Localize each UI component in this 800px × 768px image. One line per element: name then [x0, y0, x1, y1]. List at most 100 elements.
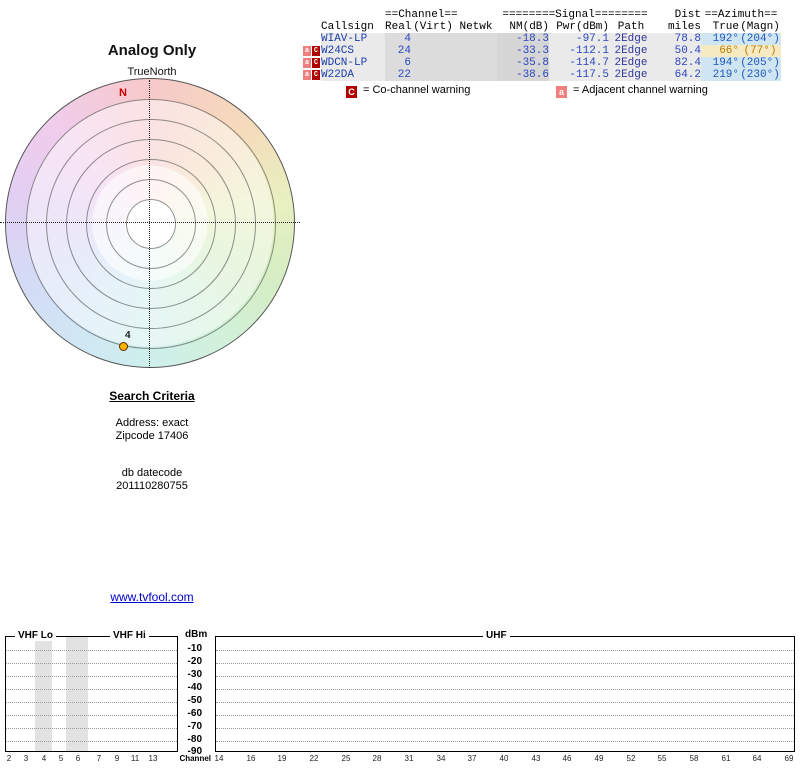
vhf-chart-box: VHF Lo VHF Hi: [5, 630, 178, 752]
table-row: WIAV-LP 4 -18.3 -97.1 2Edge 78.8 192° (2…: [303, 33, 781, 45]
power-cell: -97.1: [549, 33, 609, 45]
magnetic-azimuth-cell: (77°): [739, 45, 781, 57]
real-channel-header: Real: [385, 21, 412, 33]
channel-tick-label: 64: [752, 754, 762, 763]
channel-tick-label: 16: [246, 754, 256, 763]
channel-tick-label: 6: [75, 754, 81, 763]
dbm-tick-label: -30: [187, 669, 202, 680]
polar-ring: [46, 119, 256, 329]
miles-cell: 64.2: [653, 69, 701, 81]
crosshair-horizontal-line: [0, 222, 300, 223]
uhf-band-label: UHF: [483, 630, 510, 641]
virtual-channel-cell: [411, 69, 455, 81]
virtual-channel-cell: [411, 45, 455, 57]
magnetic-azimuth-cell: (204°): [739, 33, 781, 45]
co-channel-warning-icon: C: [312, 46, 320, 56]
true-azimuth-cell: 219°: [701, 69, 739, 81]
callsign-cell: WIAV-LP: [321, 33, 385, 45]
gridline: [6, 663, 177, 664]
adjacent-channel-warning-icon: a: [303, 46, 311, 56]
channel-axis-label: Channel: [179, 754, 211, 763]
signal-group-header: ========Signal========: [502, 9, 648, 21]
true-azimuth-cell: 192°: [701, 33, 739, 45]
gridline: [216, 676, 794, 677]
channel-tick-label: 61: [721, 754, 731, 763]
search-address: Address: exact: [115, 417, 189, 429]
dbm-tick-label: -90: [187, 746, 202, 757]
station-marker-channel-label: 4: [125, 330, 131, 341]
miles-cell: 50.4: [653, 45, 701, 57]
miles-cell: 78.8: [653, 33, 701, 45]
signal-table: ==Channel== ========Signal======== Dist …: [303, 9, 781, 81]
legend-co-channel: C = Co-channel warning: [346, 84, 470, 98]
polar-ring: [66, 139, 236, 309]
vhf-lo-band-label: VHF Lo: [15, 630, 56, 641]
gridline: [216, 702, 794, 703]
channel-tick-label: 31: [404, 754, 414, 763]
dbm-tick-label: -80: [187, 734, 202, 745]
network-header: Netwk: [459, 21, 493, 33]
virtual-channel-cell: [411, 57, 455, 69]
legend-adjacent-channel: a = Adjacent channel warning: [556, 84, 708, 98]
channel-tick-label: 22: [309, 754, 319, 763]
azimuth-group-header: ==Azimuth==: [704, 9, 778, 21]
network-cell: [455, 45, 497, 57]
channel-group-header: ==Channel==: [385, 9, 458, 21]
vhf-hi-band-label: VHF Hi: [110, 630, 149, 641]
path-header: Path: [617, 21, 645, 33]
channel-tick-label: 11: [130, 754, 140, 763]
channel-tick-label: 37: [467, 754, 477, 763]
uhf-chart-box: UHF: [215, 630, 795, 752]
nm-cell: -35.8: [497, 57, 549, 69]
channel-tick-label: 3: [23, 754, 29, 763]
path-cell: 2Edge: [609, 69, 653, 81]
true-azimuth-cell: 66°: [701, 45, 739, 57]
real-channel-cell: 6: [385, 57, 411, 69]
table-column-header-row: Callsign Real (Virt) Netwk NM(dB) Pwr(dB…: [303, 21, 781, 33]
miles-header: miles: [667, 21, 701, 33]
path-cell: 2Edge: [609, 33, 653, 45]
station-marker-dot: [119, 342, 128, 351]
channel-tick-label: 43: [531, 754, 541, 763]
spacer: [321, 9, 385, 21]
warning-icons: [303, 33, 321, 45]
polar-ring: [106, 179, 196, 269]
channel-tick-label: 34: [436, 754, 446, 763]
path-cell: 2Edge: [609, 45, 653, 57]
dbm-tick-label: -60: [187, 708, 202, 719]
gridline: [6, 689, 177, 690]
spacer: [303, 21, 321, 33]
channel-tick-label: 13: [148, 754, 158, 763]
gridline: [6, 650, 177, 651]
magnetic-azimuth-cell: (205°): [739, 57, 781, 69]
gridline: [216, 728, 794, 729]
dbm-tick-label: -40: [187, 682, 202, 693]
channel-tick-label: 58: [689, 754, 699, 763]
tvfool-link[interactable]: www.tvfool.com: [110, 590, 194, 604]
callsign-cell: W22DA: [321, 69, 385, 81]
db-datecode-value: 201110280755: [116, 480, 188, 492]
dbm-tick-labels: -10 -20 -30 -40 -50 -60 -70 -80 -90: [178, 636, 205, 757]
gridline: [216, 715, 794, 716]
gridline: [6, 715, 177, 716]
channel-tick-label: 4: [41, 754, 47, 763]
real-channel-cell: 4: [385, 33, 411, 45]
network-cell: [455, 57, 497, 69]
power-cell: -114.7: [549, 57, 609, 69]
magnetic-azimuth-header: (Magn): [740, 21, 780, 33]
nm-header: NM(dB): [509, 21, 549, 33]
polar-subtitle: TrueNorth: [127, 66, 177, 78]
spacer: [303, 9, 321, 21]
channel-tick-label: 40: [499, 754, 509, 763]
virtual-channel-header: (Virt): [413, 21, 453, 33]
channel-tick-label: 49: [594, 754, 604, 763]
crosshair-vertical-line: [149, 80, 150, 368]
channel-tick-label: 9: [114, 754, 120, 763]
channel-tick-label: 55: [657, 754, 667, 763]
adjacent-channel-warning-icon: a: [556, 86, 567, 98]
channel-6-band: [66, 637, 88, 751]
